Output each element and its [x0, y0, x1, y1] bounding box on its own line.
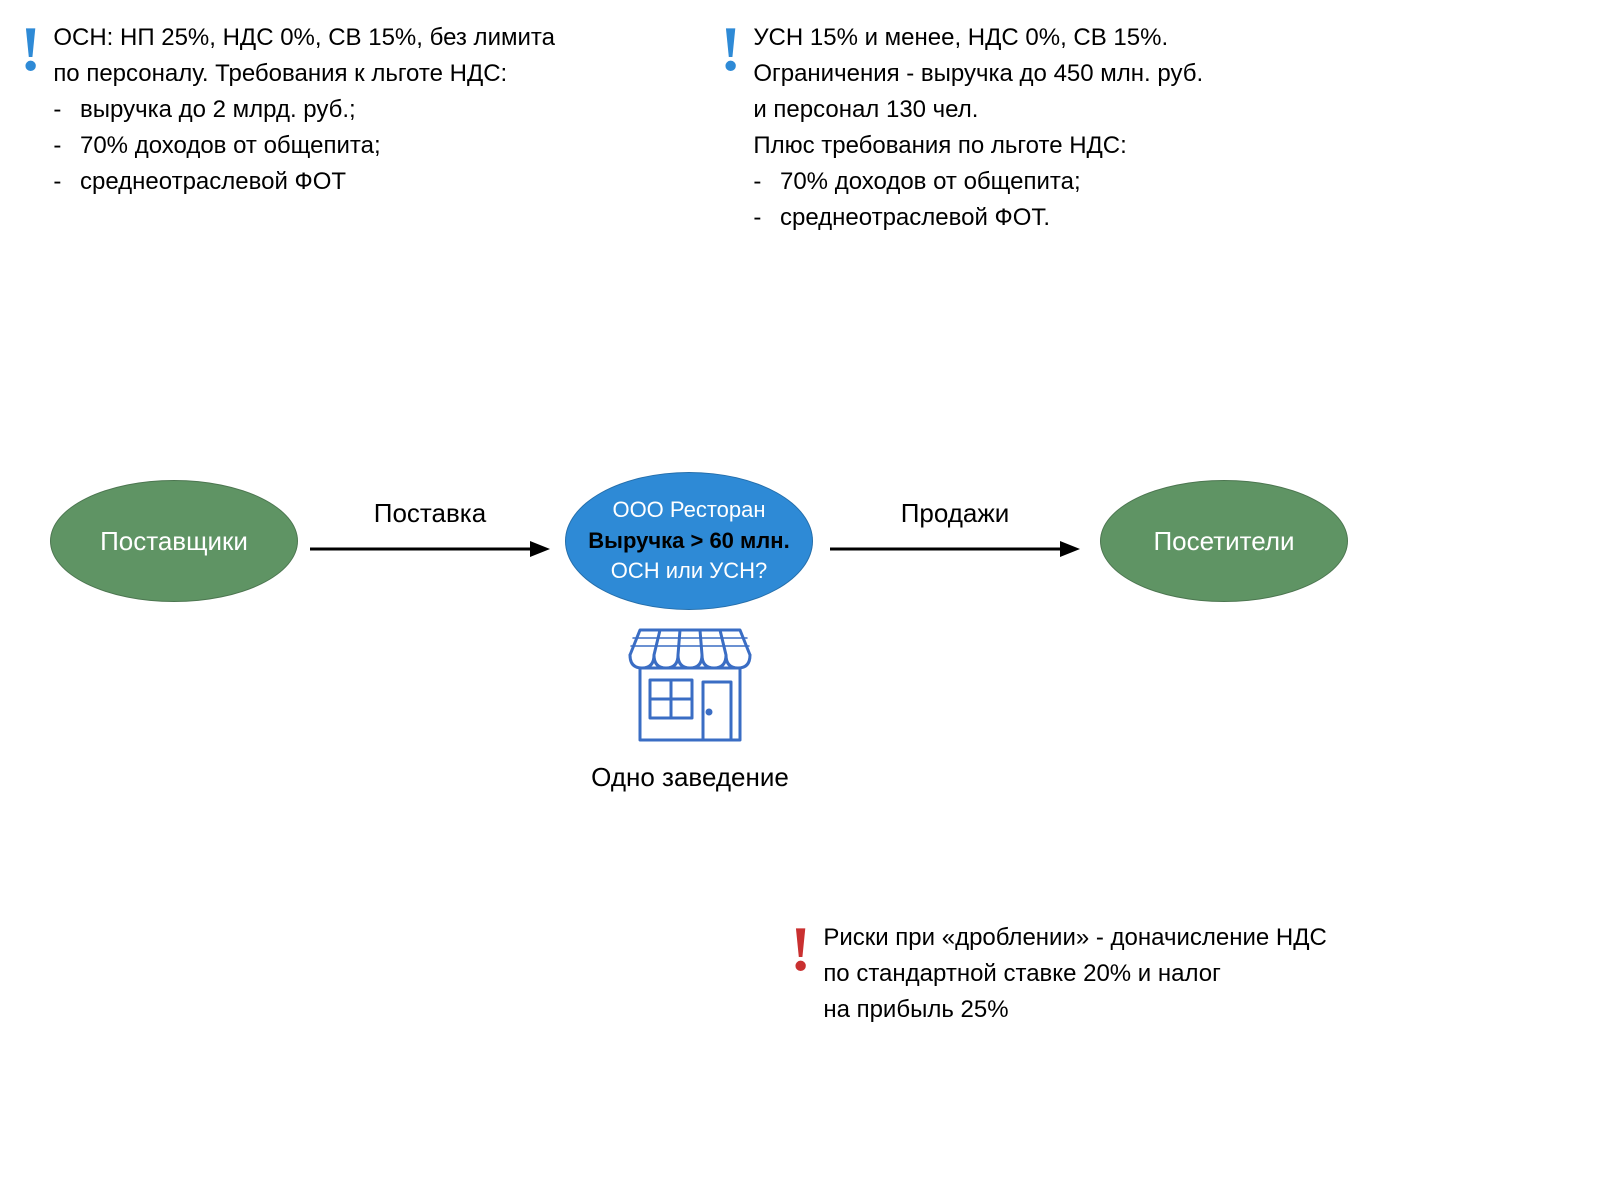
info-text-left: ОСН: НП 25%, НДС 0%, СВ 15%, без лимита … [53, 20, 555, 200]
info-line: по стандартной ставке 20% и налог [823, 956, 1327, 992]
info-block-bottom: ! Риски при «дроблении» - доначисление Н… [790, 920, 1470, 1028]
node-suppliers: Поставщики [50, 480, 298, 602]
info-line: по персоналу. Требования к льготе НДС: [53, 56, 555, 92]
edge-label: Продажи [901, 498, 1010, 529]
node-label: Посетители [1153, 526, 1294, 557]
info-line: Риски при «дроблении» - доначисление НДС [823, 920, 1327, 956]
node-label: Поставщики [100, 526, 248, 557]
info-text-bottom: Риски при «дроблении» - доначисление НДС… [823, 920, 1327, 1028]
edge-label: Поставка [374, 498, 486, 529]
store-caption: Одно заведение [590, 762, 790, 793]
exclamation-icon: ! [20, 20, 41, 78]
info-bullet: 70% доходов от общепита; [777, 164, 1203, 200]
info-block-left: ! ОСН: НП 25%, НДС 0%, СВ 15%, без лимит… [20, 20, 640, 200]
info-bullet: среднеотраслевой ФОТ [77, 164, 555, 200]
info-bullet: 70% доходов от общепита; [77, 128, 555, 164]
exclamation-icon: ! [720, 20, 741, 78]
info-bullet: среднеотраслевой ФОТ. [777, 200, 1203, 236]
arrow-icon [310, 537, 550, 561]
edge-supply: Поставка [310, 498, 550, 561]
info-line: УСН 15% и менее, НДС 0%, СВ 15%. [753, 20, 1203, 56]
info-line: Плюс требования по льготе НДС: [753, 128, 1203, 164]
node-line: ОСН или УСН? [611, 556, 768, 587]
node-line-bold: Выручка > 60 млн. [588, 526, 789, 557]
info-line: ОСН: НП 25%, НДС 0%, СВ 15%, без лимита [53, 20, 555, 56]
node-line: ООО Ресторан [612, 495, 765, 526]
info-line: на прибыль 25% [823, 992, 1327, 1028]
info-line: Ограничения - выручка до 450 млн. руб. [753, 56, 1203, 92]
arrow-icon [830, 537, 1080, 561]
info-line: и персонал 130 чел. [753, 92, 1203, 128]
node-restaurant: ООО Ресторан Выручка > 60 млн. ОСН или У… [565, 472, 813, 610]
store-icon [615, 620, 765, 755]
info-text-right: УСН 15% и менее, НДС 0%, СВ 15%. Огранич… [753, 20, 1203, 236]
node-visitors: Посетители [1100, 480, 1348, 602]
exclamation-icon: ! [790, 920, 811, 978]
edge-sales: Продажи [830, 498, 1080, 561]
info-bullet: выручка до 2 млрд. руб.; [77, 92, 555, 128]
info-block-right: ! УСН 15% и менее, НДС 0%, СВ 15%. Огран… [720, 20, 1360, 236]
